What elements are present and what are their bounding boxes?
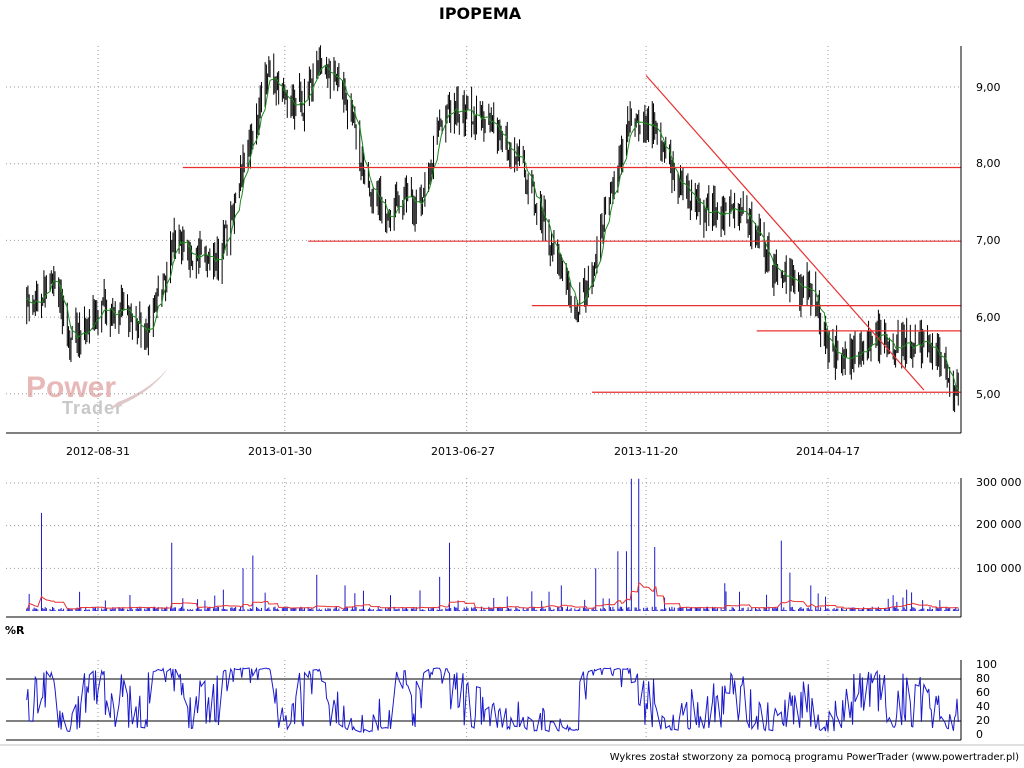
williams-r-line <box>26 667 959 734</box>
watermark-trader: Trader <box>62 398 123 418</box>
wr-panel-label: %R <box>5 624 25 637</box>
wr-tick-label: 100 <box>976 658 997 671</box>
price-tick-label: 5,00 <box>976 388 1001 401</box>
watermark: Power Trader <box>26 368 168 418</box>
volume-y-ticks: 300 000 200 000 100 000 <box>976 476 1022 575</box>
wr-y-ticks: 100 80 60 40 20 0 <box>976 658 997 741</box>
x-tick-label: 2014-04-17 <box>796 445 860 458</box>
volume-tick-label: 100 000 <box>976 562 1022 575</box>
wr-tick-label: 40 <box>976 700 990 713</box>
price-panel <box>26 45 961 413</box>
price-tick-label: 7,00 <box>976 234 1001 247</box>
trend-line <box>645 75 925 391</box>
price-tick-label: 8,00 <box>976 157 1001 170</box>
price-tick-label: 6,00 <box>976 311 1001 324</box>
volume-panel <box>26 478 959 611</box>
x-tick-label: 2013-11-20 <box>614 445 678 458</box>
footer-credit: Wykres został stworzony za pomocą progra… <box>610 752 1019 763</box>
wr-tick-label: 0 <box>976 728 983 741</box>
price-y-ticks: 9,00 8,00 7,00 6,00 5,00 <box>976 81 1001 401</box>
wr-tick-label: 60 <box>976 686 990 699</box>
volume-moving-average <box>26 582 959 610</box>
x-tick-labels: 2012-08-31 2013-01-30 2013-06-27 2013-11… <box>66 445 860 458</box>
wr-tick-label: 80 <box>976 672 990 685</box>
volume-tick-label: 200 000 <box>976 518 1022 531</box>
watermark-power: Power <box>26 371 116 404</box>
x-tick-label: 2012-08-31 <box>66 445 130 458</box>
x-tick-label: 2013-01-30 <box>248 445 312 458</box>
price-tick-label: 9,00 <box>976 81 1001 94</box>
watermark-swoosh <box>108 368 168 410</box>
wr-tick-label: 20 <box>976 714 990 727</box>
x-tick-label: 2013-06-27 <box>431 445 495 458</box>
chart-title: IPOPEMA <box>439 4 522 23</box>
williams-r-panel <box>6 667 961 734</box>
price-moving-average <box>26 64 959 392</box>
panel-axes <box>6 46 962 741</box>
volume-tick-label: 300 000 <box>976 476 1022 489</box>
